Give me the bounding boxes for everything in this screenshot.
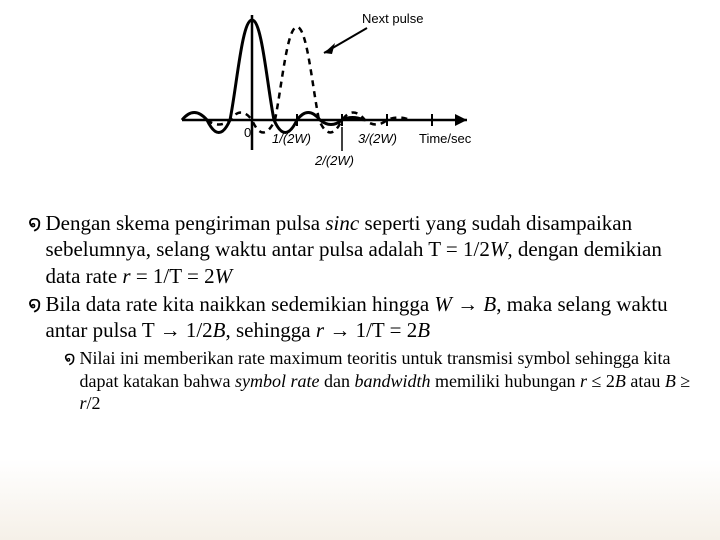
s1-or: atau — [626, 371, 665, 391]
b1-sinc: sinc — [325, 211, 359, 235]
s1-half: /2 — [87, 393, 101, 413]
sinc-diagram: Next pulse 0 1/(2W) 3/(2W) 2/(2W) Time/s… — [172, 5, 492, 185]
b2-arrow1: → — [452, 292, 484, 316]
solid-sinc — [182, 20, 364, 133]
s1-symrate: symbol rate — [235, 371, 320, 391]
b2-mid2: , sehingga — [225, 318, 315, 342]
origin-label: 0 — [244, 125, 251, 140]
x-axis-arrow — [455, 114, 467, 126]
s1-b2: B — [665, 371, 676, 391]
next-pulse-arrow-head — [324, 43, 335, 54]
s1-mid1: dan — [319, 371, 354, 391]
b1-w2: W — [215, 264, 233, 288]
sub-bullet-1: ໑ Nilai ini memberikan rate maximum teor… — [64, 347, 692, 415]
bullet-1-text: Dengan skema pengiriman pulsa sinc seper… — [45, 210, 692, 289]
bullet-marker-icon: ໑ — [28, 210, 45, 236]
sub-bullet-1-text: Nilai ini memberikan rate maximum teorit… — [80, 347, 692, 415]
s1-ge: ≥ — [676, 371, 690, 391]
b1-pre: Dengan skema pengiriman pulsa — [45, 211, 325, 235]
b2-w1: W — [434, 292, 452, 316]
bullet-marker-icon: ໑ — [28, 291, 45, 317]
bullet-2-text: Bila data rate kita naikkan sedemikian h… — [45, 291, 692, 344]
content-area: ໑ Dengan skema pengiriman pulsa sinc sep… — [28, 210, 692, 415]
s1-mid2: memiliki hubungan — [430, 371, 579, 391]
tick3-label: 3/(2W) — [358, 131, 397, 146]
bullet-2: ໑ Bila data rate kita naikkan sedemikian… — [28, 291, 692, 344]
bullet-1: ໑ Dengan skema pengiriman pulsa sinc sep… — [28, 210, 692, 289]
sinc-svg: Next pulse 0 1/(2W) 3/(2W) 2/(2W) Time/s… — [172, 5, 492, 185]
b2-pre: Bila data rate kita naikkan sedemikian h… — [45, 292, 434, 316]
b2-mid3: → 1/T = 2 — [324, 318, 417, 342]
b2-b1: B — [483, 292, 496, 316]
s1-le: ≤ 2 — [587, 371, 615, 391]
b1-mid3: = 1/T = 2 — [131, 264, 215, 288]
next-pulse-label: Next pulse — [362, 11, 423, 26]
b2-b2: B — [213, 318, 226, 342]
s1-bw: bandwidth — [354, 371, 430, 391]
x-axis-label: Time/sec — [419, 131, 472, 146]
b1-w1: W — [490, 237, 508, 261]
s1-b1: B — [615, 371, 626, 391]
s1-r2: r — [80, 393, 87, 413]
s1-r: r — [580, 371, 587, 391]
b2-r: r — [316, 318, 324, 342]
b1-r1: r — [122, 264, 130, 288]
tick1-label: 1/(2W) — [272, 131, 311, 146]
sub-bullet-marker-icon: ໑ — [64, 347, 80, 370]
tick2-label: 2/(2W) — [314, 153, 354, 168]
b2-b3: B — [417, 318, 430, 342]
